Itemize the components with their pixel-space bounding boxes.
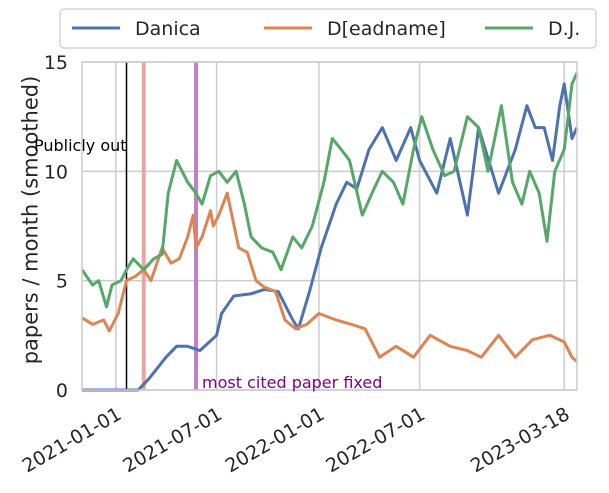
y-axis-title: papers / month (smoothed): [18, 76, 42, 365]
x-tick-label: 2021-01-01: [19, 403, 126, 477]
legend-label: Danica: [135, 18, 201, 40]
y-tick-labels: 0 5 10 15: [44, 52, 68, 402]
series-line-1: [81, 191, 578, 363]
y-tick-label: 0: [56, 380, 68, 402]
series-line-0: [82, 82, 579, 392]
series-line-2: [80, 72, 579, 309]
y-tick-label: 5: [56, 271, 68, 293]
annotation-labels: Publicly out most cited paper fixed: [34, 136, 382, 392]
annotation-label-publicly-out: Publicly out: [34, 136, 127, 155]
plot-frame: [81, 61, 578, 391]
x-tick-label: 2023-03-18: [467, 403, 574, 477]
annotation-lines: [125, 62, 199, 390]
legend-box: [59, 8, 597, 49]
x-tick-label: 2021-07-01: [119, 403, 226, 477]
x-tick-labels: 2021-01-012021-07-012022-01-012022-07-01…: [19, 403, 574, 477]
series-lines: [80, 72, 579, 392]
legend-label: D[eadname]: [327, 18, 446, 40]
x-tick-label: 2022-01-01: [222, 403, 329, 477]
y-tick-label: 10: [44, 161, 68, 183]
x-tick-label: 2022-07-01: [322, 403, 429, 477]
legend-label: D.J.: [548, 18, 580, 40]
y-tick-label: 15: [44, 52, 68, 74]
legend: Danica D[eadname] D.J.: [59, 8, 597, 49]
annotation-label-most-cited: most cited paper fixed: [202, 373, 382, 392]
